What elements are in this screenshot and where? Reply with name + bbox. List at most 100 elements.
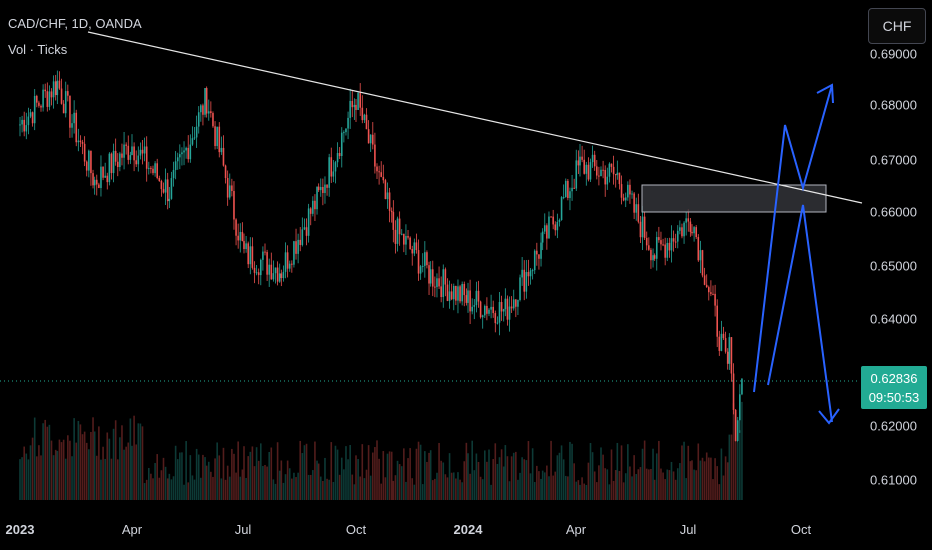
- volume-bar: [724, 456, 727, 500]
- volume-bar: [434, 478, 436, 500]
- candle-body: [540, 242, 542, 259]
- candle-body: [152, 168, 154, 174]
- candle-body: [596, 166, 598, 176]
- candle-body: [415, 242, 418, 251]
- candle-body: [106, 175, 109, 183]
- volume-bar: [506, 456, 509, 500]
- candle-body: [218, 126, 221, 153]
- volume-bar: [473, 470, 476, 500]
- candle-body: [627, 184, 629, 198]
- volume-bar: [716, 466, 718, 500]
- volume-bar: [440, 460, 442, 500]
- symbol-title[interactable]: CAD/CHF, 1D, OANDA: [8, 16, 142, 31]
- volume-bar: [641, 448, 644, 500]
- volume-bar: [90, 431, 92, 500]
- candle-body: [359, 93, 361, 108]
- candle-body: [214, 126, 216, 147]
- candle-body: [479, 301, 482, 318]
- candle-body: [345, 128, 347, 133]
- volume-bar: [69, 440, 71, 500]
- candle-body: [407, 236, 409, 238]
- candle-body: [353, 104, 356, 108]
- volume-bar: [699, 460, 702, 500]
- volume-bar: [689, 461, 692, 500]
- candle-body: [148, 167, 150, 169]
- volume-bar: [741, 401, 743, 500]
- candle-body: [527, 272, 530, 277]
- candle-body: [54, 81, 57, 96]
- volume-bar: [546, 465, 548, 500]
- candle-body: [143, 146, 146, 154]
- volume-bar: [396, 460, 399, 500]
- projection-path-up[interactable]: [753, 84, 833, 393]
- volume-bar: [197, 454, 200, 500]
- volume-bar: [571, 443, 573, 500]
- volume-bar: [739, 430, 741, 500]
- volume-bar: [658, 440, 660, 500]
- candle-body: [369, 134, 372, 144]
- volume-bar: [531, 448, 534, 500]
- volume-bar: [251, 446, 254, 500]
- candle-body: [398, 218, 401, 235]
- volume-indicator-label[interactable]: Vol · Ticks: [8, 42, 68, 57]
- candle-body: [268, 264, 270, 275]
- candle-body: [394, 229, 397, 244]
- volume-bar: [270, 447, 273, 500]
- candle-body: [164, 179, 167, 193]
- volume-bar: [330, 442, 333, 500]
- volume-bar: [562, 459, 565, 500]
- volume-bar: [525, 460, 528, 500]
- projection-path-down[interactable]: [767, 204, 833, 423]
- candle-body: [670, 238, 673, 251]
- currency-button[interactable]: CHF: [868, 8, 926, 44]
- volume-bar: [214, 458, 216, 500]
- candle-body: [643, 216, 646, 238]
- volume-bar: [204, 457, 206, 500]
- volume-bar: [635, 474, 638, 500]
- volume-bar: [207, 461, 210, 500]
- volume-bar: [720, 448, 723, 500]
- volume-bar: [508, 481, 511, 500]
- trendline[interactable]: [87, 31, 863, 204]
- candle-body: [233, 191, 235, 220]
- candle-body: [655, 237, 658, 259]
- candle-body: [191, 138, 194, 145]
- volume-bar: [303, 445, 306, 500]
- candle-body: [129, 155, 132, 160]
- volume-bar: [361, 444, 364, 500]
- candle-body: [708, 287, 710, 293]
- volume-bar: [554, 471, 557, 500]
- volume-bar: [556, 455, 559, 500]
- volume-bar: [620, 445, 623, 500]
- candle-body: [506, 298, 509, 320]
- volume-bar: [291, 478, 293, 500]
- volume-bar: [376, 440, 378, 500]
- volume-bar: [108, 438, 111, 500]
- volume-bar: [681, 445, 683, 500]
- candle-body: [231, 185, 233, 192]
- candle-body: [326, 184, 328, 188]
- volume-bar: [125, 446, 127, 500]
- volume-bar: [627, 444, 629, 500]
- candle-body: [658, 237, 660, 241]
- time-label: Oct: [790, 522, 812, 537]
- candle-body: [645, 237, 648, 246]
- candle-body: [93, 179, 96, 186]
- candle-body: [444, 269, 447, 285]
- volume-bar: [249, 451, 252, 500]
- candle-body: [27, 116, 30, 126]
- volume-bar: [413, 484, 416, 500]
- candle-body: [403, 233, 405, 245]
- volume-bar: [23, 446, 25, 500]
- resistance-zone[interactable]: [641, 184, 827, 213]
- candle-body: [137, 155, 140, 165]
- candle-body: [676, 230, 679, 242]
- volume-bar: [293, 472, 295, 500]
- volume-bar: [245, 477, 247, 500]
- candle-body: [317, 186, 320, 191]
- candle-body: [123, 144, 125, 158]
- candle-body: [36, 95, 38, 103]
- volume-bar: [359, 476, 361, 500]
- volume-bar: [691, 460, 693, 500]
